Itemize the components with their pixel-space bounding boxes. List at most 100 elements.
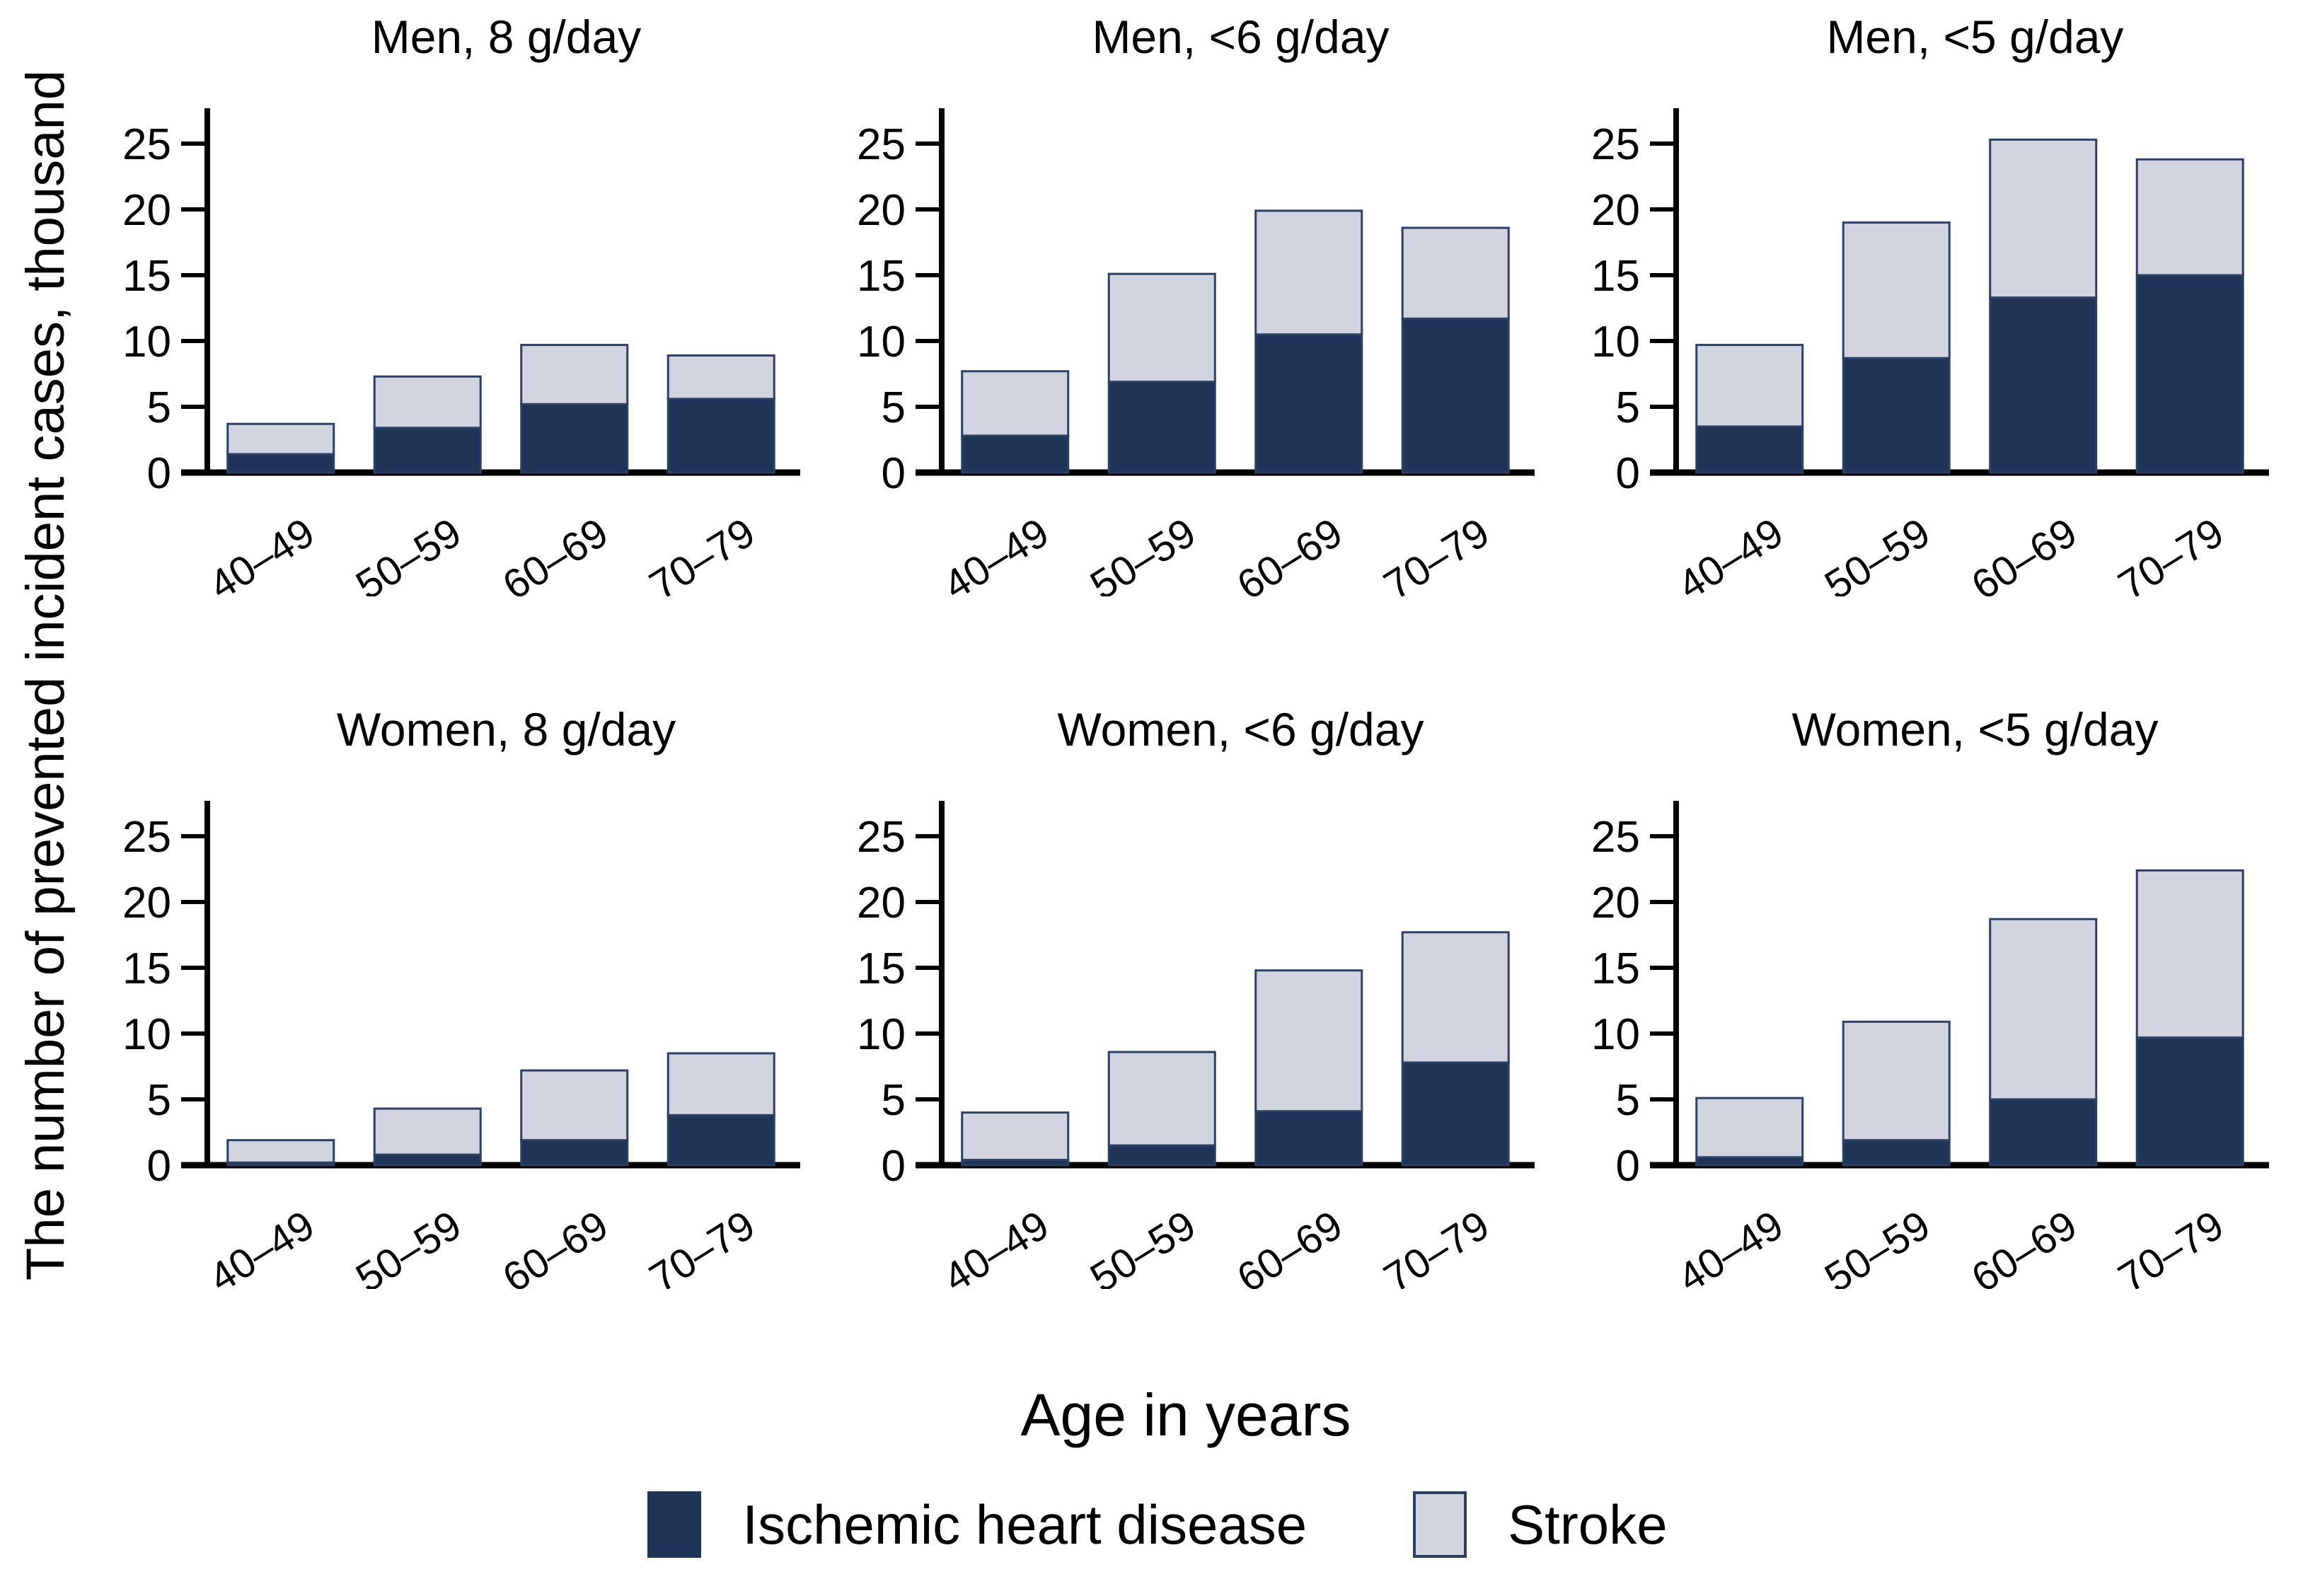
- panel-men-lt5gday: Men, <5 g/day 0 5 10 15 20 25 40–49 50–59 60–69 7…: [1566, 4, 2274, 596]
- bar-segment-ischemic-heart-disease: [520, 403, 629, 474]
- x-category-label: 70–79: [2111, 1202, 2232, 1289]
- bar-segment-ischemic-heart-disease: [520, 1139, 629, 1167]
- y-tick-label: 0: [1616, 449, 1640, 498]
- legend-swatch-ischemic-heart-disease: [647, 1491, 702, 1558]
- y-tick-label: 25: [857, 813, 906, 862]
- y-tick-label: 5: [1616, 1076, 1640, 1125]
- bar-segment-stroke: [666, 354, 775, 400]
- x-category-label: 50–59: [1083, 1202, 1203, 1289]
- x-axis-title: Age in years: [1020, 1382, 1351, 1448]
- bar-segment-stroke: [373, 375, 482, 429]
- y-tick-label: 15: [857, 944, 906, 993]
- bar-segment-stroke: [1254, 209, 1363, 336]
- bar-segment-stroke: [1254, 969, 1363, 1113]
- y-tick-label: 0: [882, 1142, 906, 1191]
- x-category-label: 70–79: [1376, 509, 1497, 596]
- y-tick-label: 5: [882, 1076, 906, 1125]
- x-category-label: 40–49: [1670, 1202, 1791, 1289]
- chart-men-lt5gday: 0 5 10 15 20 25 40–49 50–59 60–69 70–79: [1591, 108, 2269, 596]
- chart-men-lt6gday: 0 5 10 15 20 25 40–49 50–59 60–69 70–79: [857, 108, 1535, 596]
- panel-title-men-lt6gday: Men, <6 g/day: [1092, 11, 1390, 63]
- x-category-label: 70–79: [642, 1202, 763, 1289]
- x-category-label: 50–59: [1817, 509, 1938, 596]
- panel-title-men-8gday: Men, 8 g/day: [371, 11, 642, 63]
- bar-segment-ischemic-heart-disease: [1989, 1098, 2098, 1167]
- bar-segment-ischemic-heart-disease: [666, 398, 775, 474]
- panel-men-lt6gday: Men, <6 g/day 0 5 10 15 20 25 40–49 50–59 60–69 7…: [832, 4, 1540, 596]
- x-category-label: 50–59: [348, 1202, 469, 1289]
- bar-segment-ischemic-heart-disease: [666, 1114, 775, 1167]
- bar-segment-stroke: [1107, 1051, 1216, 1147]
- x-category-label: 50–59: [1083, 509, 1203, 596]
- bar-segment-ischemic-heart-disease: [1989, 296, 2098, 474]
- x-category-label: 40–49: [935, 1202, 1056, 1289]
- panel-women-lt6gday: Women, <6 g/day 0 5 10 15 20 25 40–49 50–59 60–6…: [832, 697, 1540, 1289]
- bar-segment-stroke: [373, 1107, 482, 1156]
- y-tick-label: 10: [857, 318, 906, 366]
- y-tick-label: 10: [122, 1010, 171, 1059]
- panel-title-women-lt5gday: Women, <5 g/day: [1791, 703, 2159, 756]
- chart-women-lt5gday: 0 5 10 15 20 25 40–49 50–59 60–69 70–79: [1591, 801, 2269, 1289]
- x-category-label: 40–49: [201, 1202, 322, 1289]
- panel-grid: Men, 8 g/day 0 5 10 15 20 25 40–49 50–59 60–69 70…: [98, 4, 2274, 1289]
- bar-segment-ischemic-heart-disease: [1107, 1144, 1216, 1167]
- chart-women-lt6gday: 0 5 10 15 20 25 40–49 50–59 60–69 70–79: [857, 801, 1535, 1289]
- y-tick-label: 20: [122, 186, 171, 235]
- bar-segment-stroke: [2135, 158, 2244, 277]
- bar-segment-ischemic-heart-disease: [1842, 1139, 1951, 1167]
- bar-segment-ischemic-heart-disease: [1401, 317, 1510, 474]
- y-tick-label: 0: [882, 449, 906, 498]
- x-category-label: 50–59: [1817, 1202, 1938, 1289]
- bar-segment-ischemic-heart-disease: [2135, 1036, 2244, 1167]
- x-category-label: 50–59: [348, 509, 469, 596]
- y-tick-label: 25: [1591, 120, 1640, 169]
- legend-label-stroke: Stroke: [1508, 1493, 1668, 1556]
- bar-segment-ischemic-heart-disease: [1254, 333, 1363, 474]
- bar-segment-stroke: [520, 344, 629, 405]
- bar-segment-stroke: [1107, 272, 1216, 383]
- y-tick-label: 5: [882, 383, 906, 432]
- y-tick-label: 25: [857, 120, 906, 169]
- bar-segment-stroke: [1842, 221, 1951, 359]
- y-tick-label: 10: [1591, 318, 1640, 366]
- x-category-label: 70–79: [642, 509, 763, 596]
- y-axis-title: The number of prevented incident cases, …: [3, 21, 88, 1330]
- x-category-label: 70–79: [1376, 1202, 1497, 1289]
- chart-men-8gday: 0 5 10 15 20 25 40–49 50–59 60–69 70–79: [122, 108, 800, 596]
- y-tick-label: 15: [1591, 252, 1640, 301]
- panel-women-8gday: Women, 8 g/day 0 5 10 15 20 25 40–49 50–59 60–69…: [98, 697, 805, 1289]
- bar-segment-stroke: [226, 1139, 335, 1164]
- x-category-label: 40–49: [1670, 509, 1791, 596]
- y-tick-label: 0: [147, 449, 171, 498]
- y-tick-label: 15: [1591, 944, 1640, 993]
- bar-segment-ischemic-heart-disease: [373, 427, 482, 474]
- y-tick-label: 25: [122, 813, 171, 862]
- y-tick-label: 20: [1591, 879, 1640, 927]
- legend-label-ischemic-heart-disease: Ischemic heart disease: [742, 1493, 1307, 1556]
- bar-segment-ischemic-heart-disease: [1401, 1061, 1510, 1167]
- bar-segment-stroke: [1842, 1020, 1951, 1142]
- x-category-label: 70–79: [2111, 509, 2232, 596]
- panel-women-lt5gday: Women, <5 g/day 0 5 10 15 20 25 40–49 50–59 60–6…: [1566, 697, 2274, 1289]
- bar-segment-stroke: [666, 1052, 775, 1116]
- bar-segment-ischemic-heart-disease: [1695, 1156, 1804, 1167]
- bar-segment-ischemic-heart-disease: [226, 453, 335, 474]
- bar-segment-stroke: [1695, 1097, 1804, 1159]
- x-category-label: 60–69: [1229, 509, 1350, 596]
- legend: Ischemic heart disease Stroke: [0, 1491, 2315, 1558]
- x-category-label: 40–49: [935, 509, 1056, 596]
- y-tick-label: 10: [1591, 1010, 1640, 1059]
- bar-segment-stroke: [1401, 931, 1510, 1064]
- y-tick-label: 10: [857, 1010, 906, 1059]
- panel-title-men-lt5gday: Men, <5 g/day: [1826, 11, 2124, 63]
- x-category-label: 40–49: [201, 509, 322, 596]
- chart-women-8gday: 0 5 10 15 20 25 40–49 50–59 60–69 70–79: [122, 801, 800, 1289]
- bar-segment-ischemic-heart-disease: [961, 434, 1070, 474]
- bar-segment-ischemic-heart-disease: [2135, 274, 2244, 474]
- bar-segment-stroke: [1989, 918, 2098, 1101]
- y-axis-title-text: The number of prevented incident cases, …: [15, 70, 76, 1281]
- y-tick-label: 15: [122, 944, 171, 993]
- y-tick-label: 0: [147, 1142, 171, 1191]
- y-tick-label: 20: [1591, 186, 1640, 235]
- panel-title-women-8gday: Women, 8 g/day: [336, 703, 676, 756]
